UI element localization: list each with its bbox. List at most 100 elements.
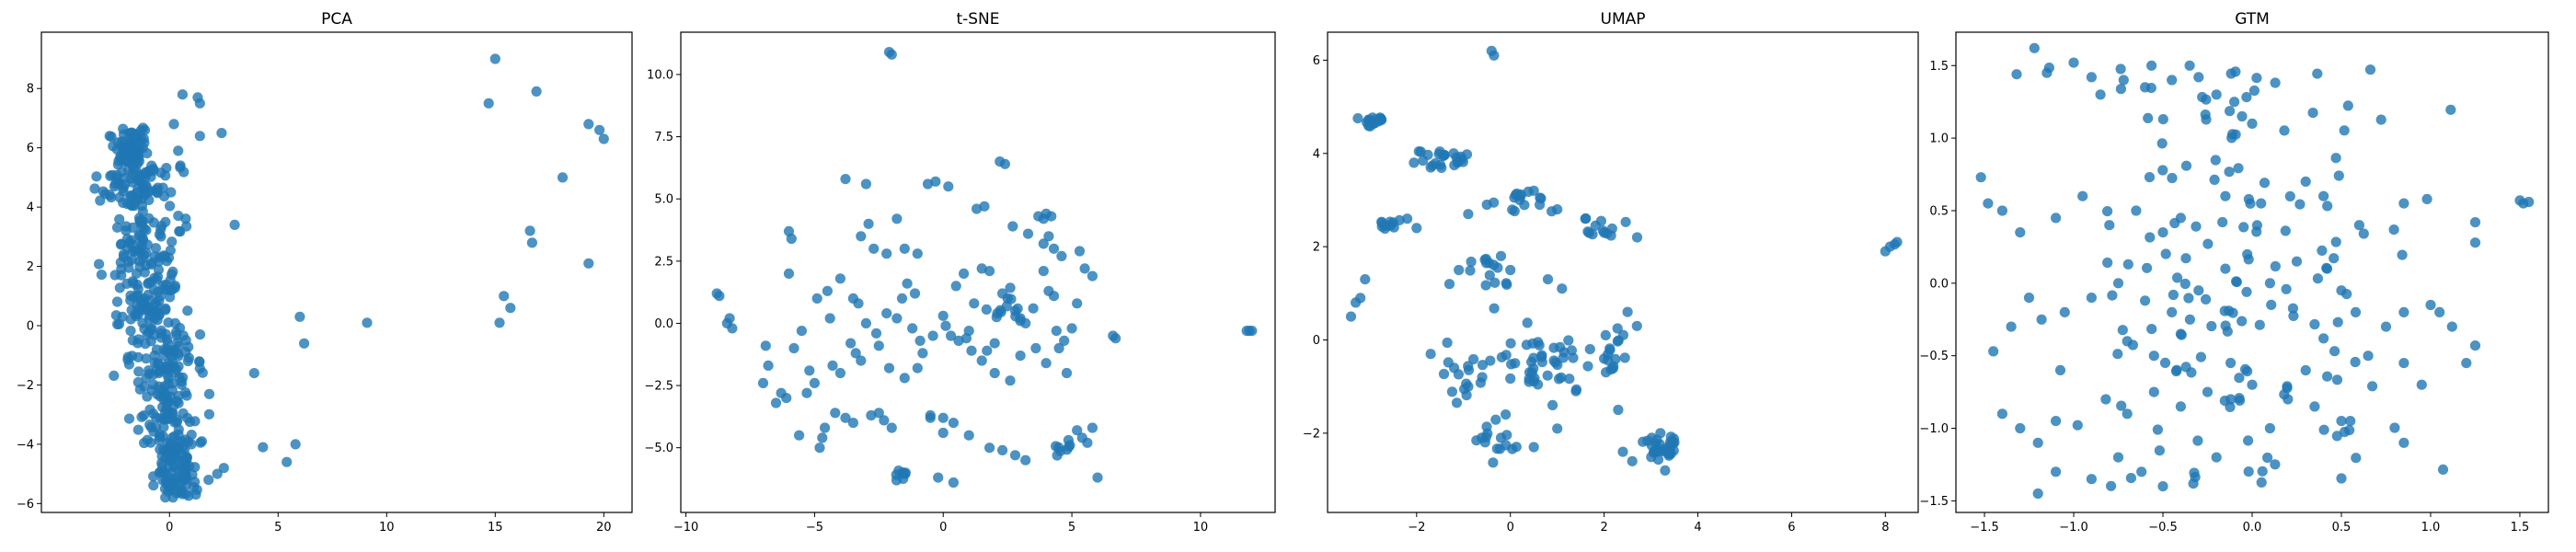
data-point	[997, 444, 1008, 455]
data-point	[114, 282, 125, 293]
data-point	[111, 222, 123, 233]
data-point	[834, 273, 846, 284]
y-tick-label: 2	[27, 260, 34, 274]
data-point	[814, 443, 825, 454]
y-tick-label: 2.5	[654, 255, 673, 269]
data-point	[2191, 221, 2202, 232]
data-point	[963, 430, 974, 441]
data-point	[1501, 409, 1512, 420]
y-tick-label: 5.0	[654, 193, 673, 207]
data-point	[2184, 60, 2195, 71]
data-point	[1402, 213, 1413, 224]
data-point	[2209, 174, 2220, 185]
data-point	[822, 285, 834, 296]
data-point	[2312, 273, 2323, 284]
data-point	[2167, 306, 2178, 317]
data-point	[1581, 213, 1592, 224]
y-tick-label: −2	[17, 379, 34, 393]
data-point	[976, 355, 987, 366]
data-point	[1603, 355, 1614, 366]
y-tick-label: 10.0	[647, 68, 673, 82]
data-point	[1506, 359, 1517, 370]
data-point	[2125, 473, 2136, 484]
data-point	[164, 472, 175, 484]
data-point	[2307, 108, 2318, 119]
data-point	[1494, 443, 1505, 454]
data-point	[2336, 473, 2347, 484]
data-point	[169, 317, 181, 328]
data-point	[1010, 311, 1021, 322]
data-point	[2364, 64, 2376, 75]
data-point	[2051, 466, 2062, 477]
x-tick-label: −10	[673, 521, 698, 535]
data-point	[2051, 213, 2062, 224]
data-point	[1510, 190, 1522, 201]
data-point	[1038, 266, 1049, 277]
data-point	[173, 424, 184, 435]
data-point	[982, 345, 993, 356]
data-point	[1485, 355, 1496, 366]
data-point	[175, 162, 186, 173]
data-point	[2421, 193, 2432, 204]
data-point	[142, 148, 153, 159]
data-point	[1475, 377, 1486, 388]
y-tick-label: 1.0	[1929, 132, 1949, 146]
data-point	[2245, 198, 2256, 209]
data-point	[783, 268, 795, 279]
data-point	[299, 338, 310, 349]
data-point	[2143, 112, 2154, 123]
data-point	[2243, 466, 2254, 477]
data-point	[173, 390, 184, 402]
data-point	[1564, 374, 1575, 385]
data-point	[2280, 225, 2291, 236]
data-point	[147, 369, 158, 380]
data-point	[863, 218, 874, 229]
data-point	[163, 252, 175, 263]
x-tick-label: 1.0	[2421, 521, 2441, 535]
data-point	[1355, 293, 1366, 304]
data-point	[2270, 260, 2281, 272]
data-point	[172, 348, 183, 359]
data-point	[1434, 159, 1446, 170]
data-point	[121, 234, 132, 245]
data-point	[879, 415, 890, 426]
data-point	[1597, 225, 1609, 236]
data-point	[883, 362, 895, 374]
data-point	[966, 345, 977, 356]
data-point	[2270, 77, 2281, 88]
data-point	[2179, 278, 2191, 290]
data-point	[218, 463, 229, 474]
data-point	[2122, 259, 2133, 270]
data-point	[1480, 280, 1491, 291]
x-tick-label: 5	[1068, 521, 1075, 535]
x-tick-label: −1.0	[2059, 521, 2088, 535]
data-point	[1053, 342, 1064, 354]
data-point	[2006, 321, 2017, 332]
scatter-panel-gtm: GTM −1.5 −1.0 −0.5 0.0 0.5 1.0 1.5 −1.5 −1.0 −0.5…	[1919, 10, 2549, 535]
data-point	[1022, 228, 1034, 239]
data-point	[714, 291, 725, 302]
data-point	[2434, 306, 2445, 317]
data-point	[2193, 72, 2204, 83]
data-point	[868, 243, 880, 254]
data-point	[2312, 68, 2323, 79]
data-point	[2011, 69, 2022, 80]
data-point	[2175, 401, 2186, 412]
data-point	[2054, 364, 2066, 375]
data-point	[282, 456, 293, 467]
data-point	[1015, 351, 1026, 362]
scatter-points	[1345, 45, 1903, 476]
data-point	[2264, 422, 2275, 434]
data-point	[1617, 446, 1628, 457]
data-point	[1030, 342, 1041, 354]
data-point	[2142, 262, 2153, 273]
data-point	[2043, 63, 2054, 74]
data-point	[2051, 416, 2062, 427]
data-point	[2145, 232, 2156, 243]
y-tick-label: 6	[27, 142, 34, 155]
data-point	[2180, 362, 2191, 373]
data-point	[953, 335, 964, 346]
data-point	[940, 320, 951, 331]
data-point	[186, 439, 197, 450]
data-point	[160, 305, 171, 316]
